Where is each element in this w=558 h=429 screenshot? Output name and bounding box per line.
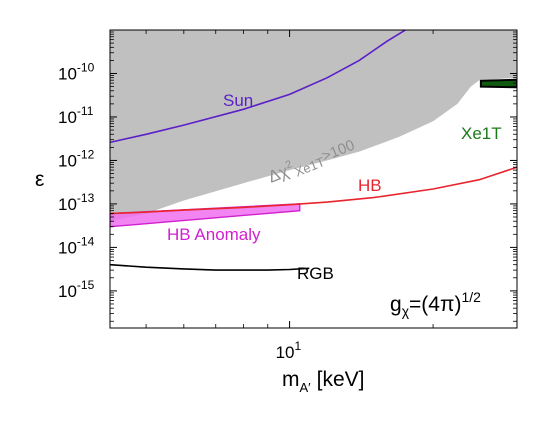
y-tick-label: 10-15: [58, 278, 95, 301]
coupling-main: g: [390, 293, 402, 316]
x-ticks: 101: [145, 30, 434, 362]
excluded-region-xe1t: [110, 30, 517, 222]
annotation-xe1t: Xe1T: [461, 124, 502, 143]
annotation-sun: Sun: [223, 91, 253, 110]
xe1t-band: [479, 78, 517, 89]
x-tick-label: 101: [276, 339, 302, 362]
region-label-sup: 2: [284, 158, 294, 171]
y-tick-label: 10-11: [58, 104, 94, 127]
coupling-tail: =(4π): [409, 293, 461, 316]
y-ticks: 10-10 10-11 10-12 10-13 10-14 10-15: [58, 31, 517, 322]
hb-line: [110, 166, 517, 215]
annotation-coupling: gχ=(4π)1/2: [390, 289, 481, 319]
annotation-hb-anomaly: HB Anomaly: [167, 225, 261, 244]
x-axis-label-sub: A′: [300, 380, 312, 395]
annotation-rgb: RGB: [297, 264, 334, 283]
y-tick-label: 10-12: [58, 147, 95, 170]
y-tick-label: 10-14: [58, 234, 95, 257]
annotation-hb: HB: [358, 176, 382, 195]
x-axis-label: mA′ [keV]: [282, 368, 364, 395]
plot-area: [110, 30, 517, 271]
y-axis-label: ε: [35, 168, 44, 191]
coupling-sup: 1/2: [461, 289, 481, 305]
sun-line: [110, 30, 406, 144]
rgb-line: [110, 263, 310, 271]
coupling-sub: χ: [402, 303, 410, 319]
y-tick-label: 10-10: [58, 60, 95, 83]
x-axis-label-main: m: [282, 368, 300, 391]
plot-frame: [109, 29, 518, 329]
x-axis-label-unit: [keV]: [317, 368, 365, 391]
y-tick-label: 10-13: [58, 191, 95, 214]
